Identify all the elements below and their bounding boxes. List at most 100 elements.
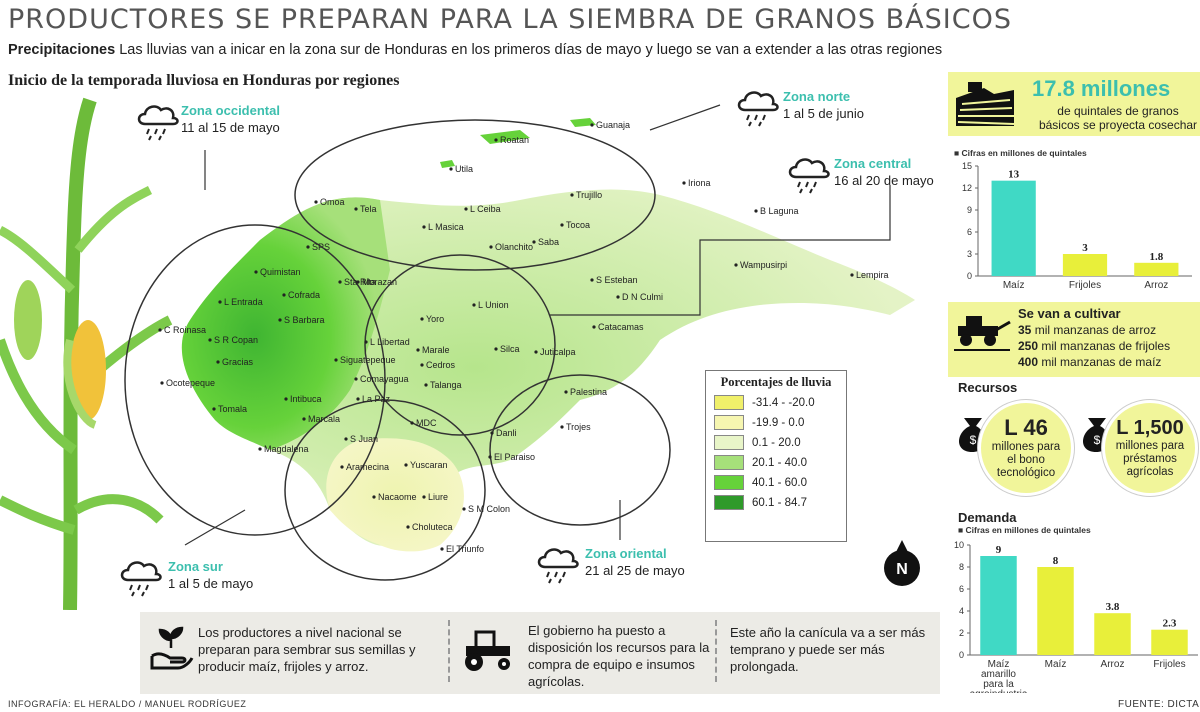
place-dot — [472, 303, 476, 307]
harvest-amount: 17.8 millones — [1032, 76, 1171, 101]
place-label: Saba — [538, 237, 559, 247]
place-label: L Masica — [428, 222, 464, 232]
place-label: Cedros — [426, 360, 456, 370]
place-dot — [410, 421, 414, 425]
zone-dates: 1 al 5 de junio — [783, 106, 864, 121]
place-dot — [334, 358, 338, 362]
data-label: 13 — [1008, 169, 1020, 181]
place-dot — [616, 295, 620, 299]
place-dot — [354, 377, 358, 381]
place-label: Tomala — [218, 404, 247, 414]
place-dot — [338, 280, 342, 284]
category-label: Frijoles — [1153, 659, 1185, 670]
place-dot — [532, 240, 536, 244]
place-dot — [306, 245, 310, 249]
bar — [1134, 262, 1179, 276]
place-dot — [218, 300, 222, 304]
place-label: Nacaome — [378, 492, 417, 502]
place-label: B Laguna — [760, 206, 799, 216]
place-dot — [564, 390, 568, 394]
place-dot — [282, 293, 286, 297]
bottom-text-1: Los productores a nivel nacional se prep… — [198, 625, 416, 674]
place-label: Lempira — [856, 270, 889, 280]
legend-swatch — [714, 435, 744, 450]
separator — [448, 620, 450, 682]
zone-dates: 11 al 15 de mayo — [181, 120, 280, 135]
field-icon — [956, 82, 1015, 126]
place-dot — [344, 437, 348, 441]
subtitle-lead: Precipitaciones — [8, 42, 116, 58]
corn-plant-illustration — [0, 97, 173, 610]
recursos-title: Recursos — [958, 380, 1018, 395]
place-dot — [284, 397, 288, 401]
place-label: D N Culmi — [622, 292, 663, 302]
place-dot — [420, 363, 424, 367]
place-dot — [462, 507, 466, 511]
recurso-prestamos: L 1,500 millones para préstamos agrícola… — [1102, 400, 1198, 496]
cultivate-line-1: 35 mil manzanas de arroz — [1018, 323, 1157, 337]
place-dot — [449, 167, 453, 171]
place-label: L Libertad — [370, 337, 410, 347]
place-label: Iriona — [688, 178, 711, 188]
data-label: 8 — [1053, 555, 1059, 567]
y-tick-label: 9 — [967, 205, 972, 215]
category-label: Maíz — [988, 659, 1010, 670]
zone-occidental: Zona occidental 11 al 15 de mayo — [135, 102, 280, 141]
data-label: 3.8 — [1106, 601, 1120, 613]
leader-lines — [184, 104, 891, 546]
place-dot — [314, 200, 318, 204]
y-tick-label: 6 — [967, 227, 972, 237]
credit: INFOGRAFÍA: EL HERALDO / MANUEL RODRÍGUE… — [8, 699, 247, 709]
category-label: agroindustria — [970, 689, 1028, 693]
y-tick-label: 6 — [959, 584, 964, 594]
place-label: Tocoa — [566, 220, 590, 230]
place-label: La Paz — [362, 394, 391, 404]
right-panel: 17.8 millones de quintales de granos bás… — [948, 72, 1200, 694]
place-dot — [494, 138, 498, 142]
place-label: Trojes — [566, 422, 591, 432]
category-label: Frijoles — [1069, 280, 1101, 291]
subtitle-text: Las lluvias van a inicar en la zona sur … — [115, 42, 943, 58]
place-label: Marcala — [308, 414, 340, 424]
place-label: Sta Rita — [344, 277, 376, 287]
place-label: Quimistan — [260, 267, 301, 277]
place-dot — [404, 463, 408, 467]
place-dot — [570, 193, 574, 197]
place-label: Aramecina — [346, 462, 389, 472]
legend-label: 60.1 - 84.7 — [752, 496, 807, 509]
place-dot — [354, 207, 358, 211]
place-label: S Barbara — [284, 315, 325, 325]
place-dot — [440, 547, 444, 551]
place-dot — [488, 455, 492, 459]
place-label: El Triunfo — [446, 544, 484, 554]
place-dot — [590, 278, 594, 282]
zone-oriental: Zona oriental 21 al 25 de mayo — [535, 545, 685, 584]
demanda-title: Demanda — [958, 510, 1017, 525]
place-dot — [356, 280, 360, 284]
place-label: Choluteca — [412, 522, 453, 532]
legend-label: 0.1 - 20.0 — [752, 436, 801, 449]
place-label: Palestina — [570, 387, 607, 397]
data-label: 2.3 — [1163, 618, 1177, 630]
legend-swatch — [714, 475, 744, 490]
place-label: Trujillo — [576, 190, 602, 200]
place-label: Magdalena — [264, 444, 309, 454]
place-label: Wampusirpi — [740, 260, 787, 270]
category-label: Arroz — [1144, 280, 1168, 291]
place-label: Ocotepeque — [166, 378, 215, 388]
place-label: S Juan — [350, 434, 378, 444]
place-dot — [416, 348, 420, 352]
y-tick-label: 4 — [959, 606, 964, 616]
zone-name: Zona central — [834, 156, 912, 171]
y-tick-label: 15 — [962, 161, 972, 171]
chart1-title: ■ Cifras en millones de quintales — [954, 148, 1087, 158]
seedling-hand-icon — [150, 626, 194, 670]
place-dot — [158, 328, 162, 332]
production-bar-chart: 0 3 6 9 12 15 13 Maíz 3 Frijoles 1.8 Arroz — [962, 161, 1192, 291]
place-dot — [560, 425, 564, 429]
recurso-bono: L 46 millones para el bono tecnológico — [978, 400, 1074, 496]
place-dot — [356, 397, 360, 401]
legend-swatch — [714, 415, 744, 430]
bar — [1062, 254, 1108, 276]
